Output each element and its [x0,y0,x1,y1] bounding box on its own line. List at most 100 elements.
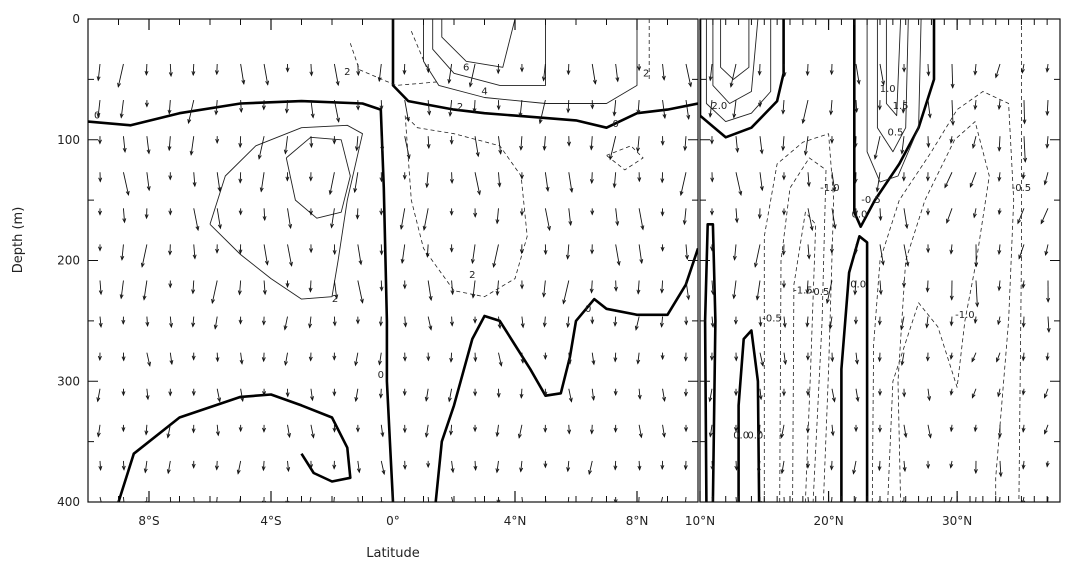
contour-line-right-13 [793,212,816,502]
plot-frame-left [88,19,698,502]
contour-line-left-8 [442,19,515,67]
velocity-arrow-head [123,503,126,507]
velocity-arrow [926,497,928,510]
x-tick-label: 4°N [504,514,527,528]
velocity-arrow [142,244,147,266]
contour-label: 0.0 [747,431,763,442]
contour-label: -0.5 [762,313,782,324]
contour-line-left-6 [424,19,638,104]
velocity-arrow-head [215,503,218,507]
contour-label: 0.5 [887,128,903,139]
velocity-arrow [591,497,592,508]
x-tick-label: 0° [386,514,400,528]
velocity-arrow-head [452,506,455,510]
y-tick-label: 200 [57,254,80,268]
velocity-arrow [999,497,1000,505]
y-tick-label: 400 [57,495,80,509]
x-tick-label: 4°S [260,514,281,528]
velocity-arrow-head [807,503,810,507]
velocity-arrow-head [101,506,104,510]
y-tick-label: 0 [72,12,80,26]
x-tick-label: 30°N [942,514,972,528]
x-tick-label: 20°N [813,514,843,528]
velocity-arrow [212,281,217,303]
contour-label: 2 [457,102,463,113]
contour-line-right-14 [872,92,1013,503]
velocity-arrow [358,281,363,303]
contour-label: -1.0 [820,183,840,194]
velocity-arrow [949,497,952,505]
velocity-arrow [736,172,741,195]
velocity-arrow [309,497,311,510]
velocity-arrow-head [521,504,524,508]
velocity-arrow-head [567,504,570,508]
x-tick-label: 10°N [685,514,715,528]
velocity-arrow-head [474,502,477,506]
contour-label: -0.5 [1012,183,1032,194]
velocity-arrow [660,497,663,510]
velocity-arrow-head [974,503,977,507]
velocity-arrow-head [830,503,833,507]
contour-label: 2 [344,67,350,78]
velocity-arrow [358,497,359,506]
velocity-arrow-head [684,503,687,507]
contour-label: 2 [469,270,475,281]
velocity-arrow [976,281,977,307]
contour-label: 0 [612,119,618,130]
velocity-arrow-head [332,504,335,508]
velocity-arrow [731,64,736,87]
velocity-arrow [803,100,808,123]
velocity-arrow [470,64,475,87]
velocity-arrow [945,172,952,187]
velocity-arrow [123,172,128,195]
velocity-arrow [970,172,976,187]
velocity-arrow-head [193,503,196,507]
velocity-arrow [808,497,809,507]
velocity-arrow [563,281,568,304]
x-axis-title: Latitude [366,546,420,561]
y-tick-label: 300 [57,374,80,388]
contour-line-left-9 [405,116,527,297]
velocity-arrow [1023,497,1024,504]
contour-line-right-16 [1019,19,1022,502]
velocity-arrow [755,244,760,266]
velocity-arrow-head [590,504,593,508]
velocity-arrow [475,172,480,194]
velocity-arrow-head [853,506,856,510]
contour-label: 0.0 [850,280,866,291]
contour-label: 1.5 [893,101,909,112]
velocity-arrow [1041,208,1048,223]
velocity-arrow-head [659,506,662,510]
contour-label: 1.0 [880,84,896,95]
contour-line-right-1 [705,224,715,502]
contour-line-right-2 [739,331,760,503]
contour-line-right-12 [780,158,826,502]
velocity-arrow-head [544,503,547,507]
contour-layer-left [88,19,698,510]
velocity-arrow-head [713,506,716,510]
contour-label: 6 [463,62,469,73]
velocity-arrow [686,64,691,86]
velocity-arrow-head [637,502,640,506]
velocity-arrow [610,136,616,159]
velocity-arrow [1024,100,1025,123]
contour-line-left-5 [286,137,350,218]
velocity-arrow [952,64,953,88]
velocity-arrow [259,136,264,159]
velocity-vectors-left [97,64,692,510]
contour-label: 2.0 [711,101,727,112]
velocity-arrow [975,497,976,507]
contour-label: -1.0 [955,310,975,321]
velocity-arrow [100,497,103,510]
velocity-arrow-head [357,503,360,507]
velocity-arrow-head [427,503,430,507]
contour-line-right-6 [713,19,758,104]
velocity-arrow-head [308,506,311,510]
velocity-arrow-head [925,506,928,510]
contour-line-left-2 [119,395,351,503]
contour-label: 4 [481,86,487,97]
contour-label: -0.5 [810,287,830,298]
contour-label: 0 [378,370,384,381]
